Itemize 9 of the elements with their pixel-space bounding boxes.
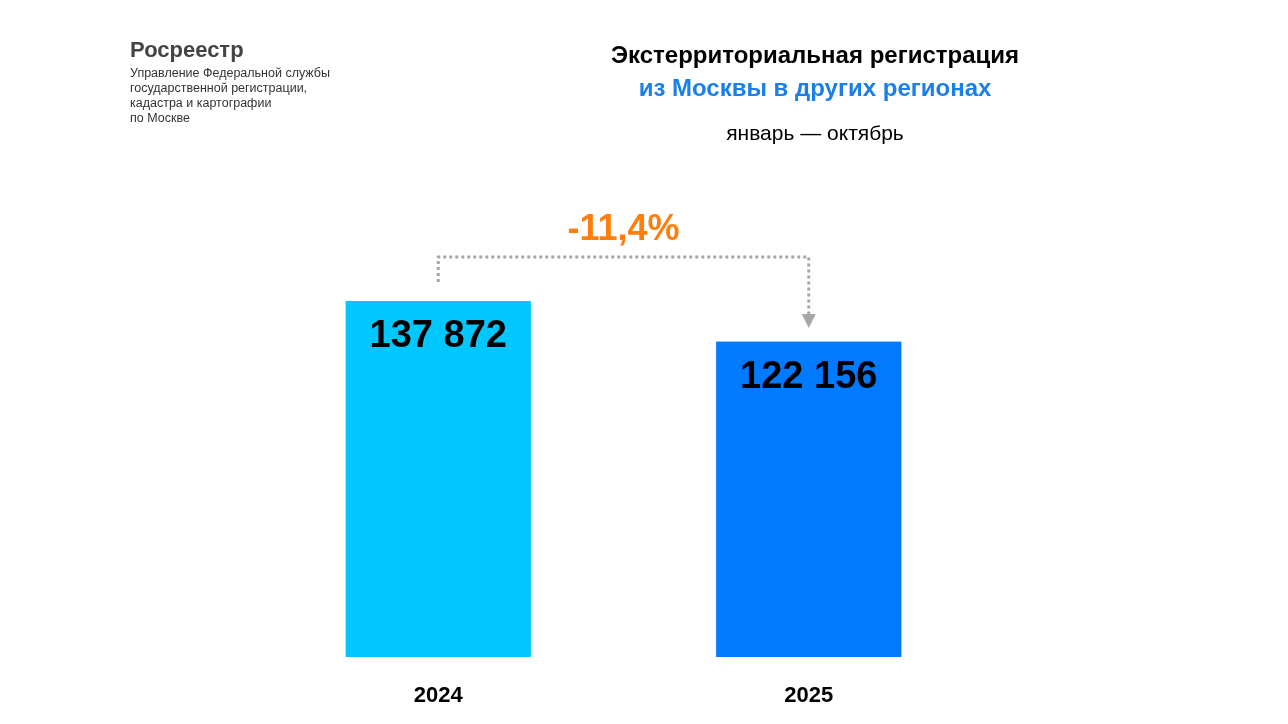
text: -11,4% (567, 207, 680, 248)
x-tick-label: 2024 (413, 682, 464, 707)
data-label: 122 156 (740, 353, 878, 396)
data-label: 137 872 (369, 313, 507, 355)
text: Управление Федеральной службы государственной регистрации, кадастра и картографии по Москве (130, 66, 330, 125)
text: Росреестр (130, 37, 244, 62)
chart-subtitle: январь — октябрь (726, 121, 904, 144)
chart-title: Экстерриториальная регистрация из Москвы в других регионах (610, 41, 1020, 101)
x-tick-label: 2025 (784, 682, 834, 707)
